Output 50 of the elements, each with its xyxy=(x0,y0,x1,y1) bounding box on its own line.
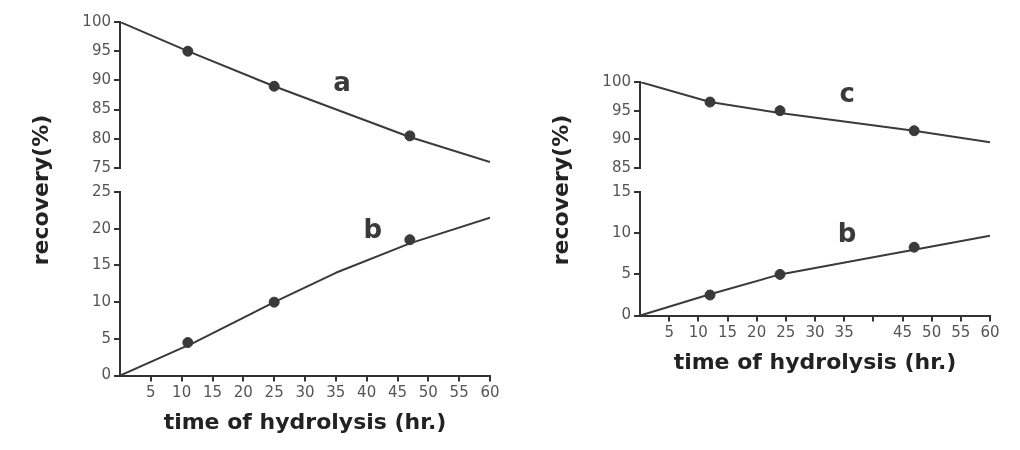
y-tick-label: 0 xyxy=(101,365,111,384)
x-tick-label: 55 xyxy=(951,323,971,342)
x-tick-label: 35 xyxy=(326,383,346,402)
y-tick-label: 100 xyxy=(602,71,631,90)
y-axis-title: recovery(%) xyxy=(27,114,53,266)
y-tick-label: 90 xyxy=(91,70,111,89)
x-tick-label: 25 xyxy=(776,323,796,342)
x-tick-label: 55 xyxy=(449,383,469,402)
y-tick-label: 80 xyxy=(91,128,111,147)
y-tick-label: 25 xyxy=(91,181,111,200)
y-tick-label: 15 xyxy=(611,181,631,200)
x-tick-label: 5 xyxy=(146,383,156,402)
series-label: c xyxy=(839,77,855,108)
y-tick-label: 10 xyxy=(611,223,631,242)
y-tick-label: 85 xyxy=(91,99,111,118)
x-axis-title: time of hydrolysis (hr.) xyxy=(673,348,957,374)
y-tick-label: 15 xyxy=(91,255,111,274)
y-tick-label: 10 xyxy=(91,292,111,311)
y-tick-label: 95 xyxy=(91,41,111,60)
x-tick-label: 40 xyxy=(357,383,377,402)
x-tick-label: 10 xyxy=(688,323,708,342)
y-tick-label: 75 xyxy=(91,157,111,176)
series-label: a xyxy=(333,67,351,98)
x-tick-label: 30 xyxy=(295,383,315,402)
x-tick-label: 45 xyxy=(387,383,408,402)
y-axis-title: recovery(%) xyxy=(547,114,573,266)
y-tick-label: 95 xyxy=(611,100,631,119)
y-tick-label: 5 xyxy=(621,264,631,283)
x-axis-title: time of hydrolysis (hr.) xyxy=(163,408,447,434)
y-tick-label: 20 xyxy=(91,218,111,237)
y-tick-label: 0 xyxy=(621,305,631,324)
x-tick-label: 45 xyxy=(892,323,913,342)
y-tick-label: 85 xyxy=(611,157,631,176)
x-tick-label: 15 xyxy=(717,323,738,342)
x-tick-label: 15 xyxy=(202,383,223,402)
x-tick-label: 50 xyxy=(418,383,438,402)
x-tick-label: 10 xyxy=(172,383,192,402)
x-tick-label: 30 xyxy=(805,323,825,342)
series-label: b xyxy=(837,217,857,248)
series-label: b xyxy=(363,213,383,244)
x-tick-label: 20 xyxy=(233,383,253,402)
x-tick-label: 20 xyxy=(747,323,767,342)
x-tick-label: 35 xyxy=(834,323,854,342)
x-tick-label: 50 xyxy=(922,323,942,342)
x-tick-label: 5 xyxy=(664,323,674,342)
x-tick-label: 60 xyxy=(980,323,1000,342)
y-tick-label: 90 xyxy=(611,129,631,148)
x-tick-label: 60 xyxy=(480,383,500,402)
x-tick-label: 25 xyxy=(264,383,284,402)
y-tick-label: 100 xyxy=(82,11,111,30)
